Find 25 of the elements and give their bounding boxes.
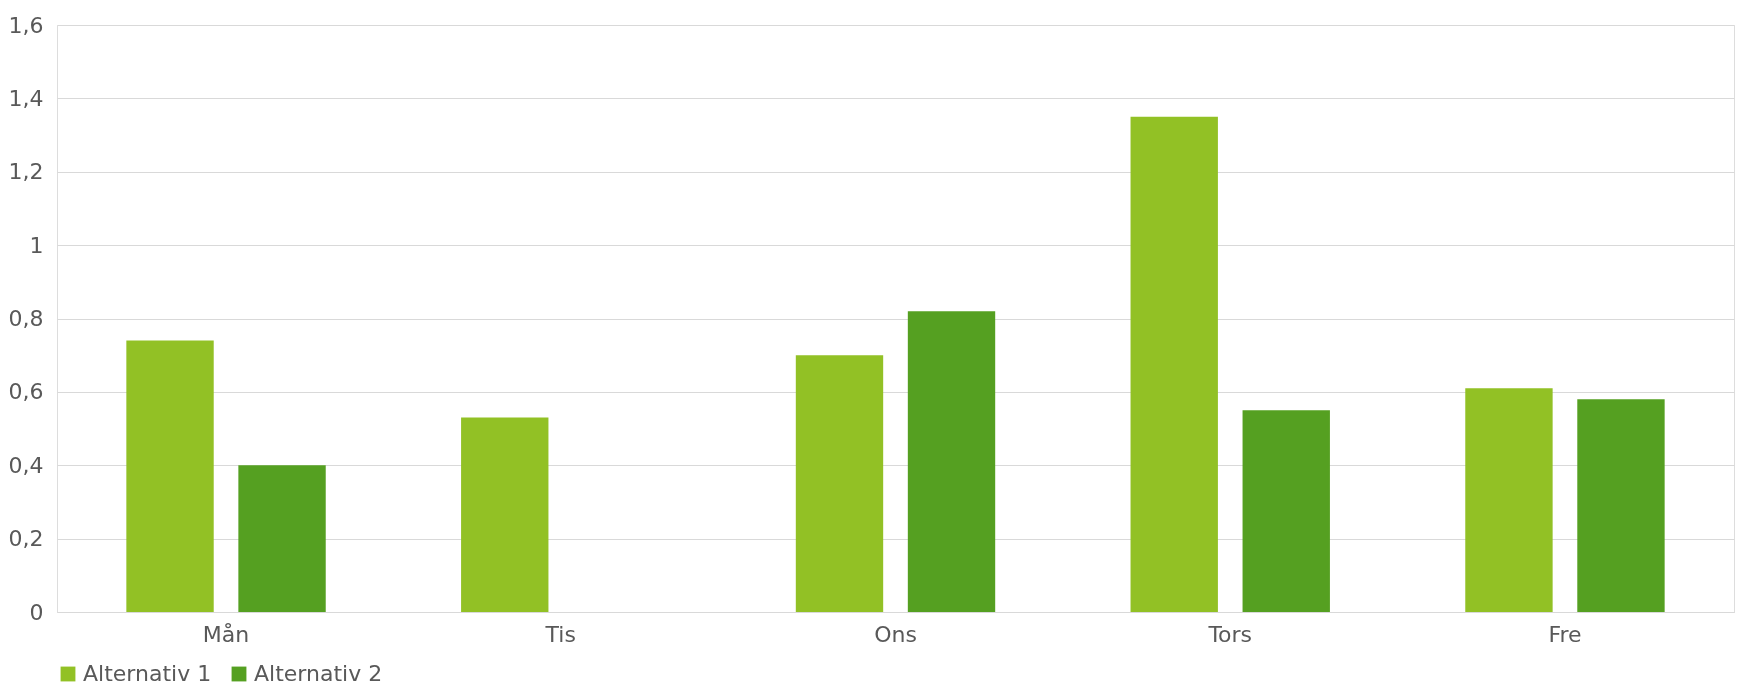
legend-label: Alternativ 2 bbox=[254, 661, 383, 686]
bar bbox=[126, 340, 214, 612]
y-tick-label: 0,8 bbox=[8, 306, 44, 331]
bar bbox=[238, 465, 326, 612]
y-tick-label: 0,4 bbox=[8, 452, 44, 478]
y-tick-label: 0,2 bbox=[8, 526, 44, 552]
bar bbox=[907, 311, 996, 612]
x-tick-label: Fre bbox=[1548, 621, 1582, 647]
y-tick-label: 0 bbox=[29, 599, 44, 625]
y-tick-label: 0,6 bbox=[8, 379, 44, 405]
x-tick-label: Tors bbox=[1207, 621, 1253, 647]
y-tick-label: 1 bbox=[29, 232, 44, 258]
y-tick-label: 1,2 bbox=[8, 159, 44, 185]
x-tick-label: Tis bbox=[544, 621, 576, 647]
bar bbox=[1465, 388, 1553, 612]
y-tick-label: 1,6 bbox=[8, 12, 44, 38]
bar bbox=[1130, 116, 1218, 612]
bar bbox=[795, 355, 884, 612]
bar bbox=[1577, 399, 1665, 612]
bar bbox=[1242, 410, 1330, 612]
x-tick-label: Mån bbox=[202, 621, 250, 647]
x-tick-label: Ons bbox=[874, 621, 917, 647]
bar bbox=[461, 417, 549, 612]
y-tick-label: 1,4 bbox=[8, 85, 44, 111]
legend-label: Alternativ 1 bbox=[83, 661, 212, 686]
